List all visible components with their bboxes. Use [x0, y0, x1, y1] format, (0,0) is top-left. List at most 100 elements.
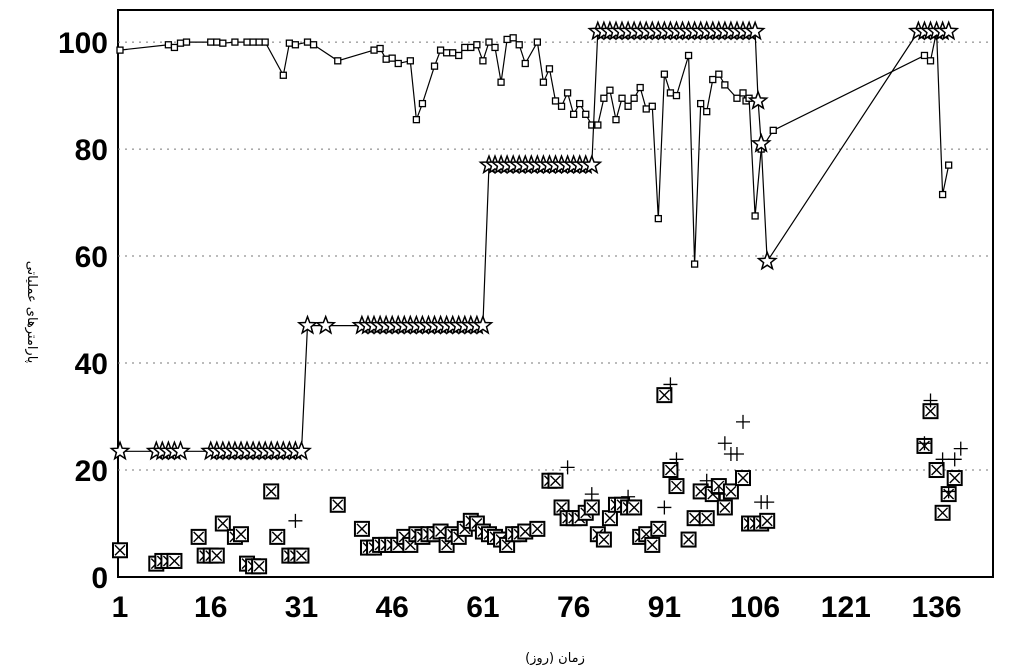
data-point [584, 487, 599, 502]
plot-frame [117, 9, 994, 578]
x-tick-labels: 1 16 31 46 61 76 91 106 121 136 [112, 591, 962, 624]
data-point-cross [646, 539, 658, 551]
data-point [293, 547, 310, 564]
data-point [756, 250, 778, 271]
data-point [663, 377, 678, 392]
data-point [279, 71, 287, 79]
data-point [214, 515, 231, 532]
data-point [953, 441, 968, 456]
data-point [394, 59, 402, 68]
data-point [636, 83, 644, 92]
data-point [699, 473, 714, 488]
data-point [231, 38, 239, 46]
data-point [243, 38, 251, 46]
data-point [612, 116, 620, 124]
x-tick-label: 106 [730, 591, 780, 624]
data-point-cross [658, 389, 670, 401]
data-point [735, 470, 752, 487]
data-point [315, 314, 337, 335]
data-point [715, 70, 723, 78]
data-point [485, 38, 493, 46]
data-point-cross [265, 485, 277, 497]
data-point-cross [356, 523, 368, 535]
y-tick-label: 0 [91, 562, 108, 595]
data-point-cross [271, 531, 283, 543]
data-point [472, 314, 494, 335]
data-point-cross [114, 544, 126, 556]
data-point-cross [604, 512, 616, 524]
data-point [116, 46, 124, 54]
data-point-cross [937, 507, 949, 519]
data-point [744, 20, 766, 41]
data-point [662, 462, 679, 479]
data-point [750, 132, 772, 153]
data-point [606, 86, 614, 94]
data-point [733, 94, 741, 102]
data-point [680, 531, 697, 548]
data-point [668, 478, 685, 495]
data-point [497, 78, 505, 86]
data-point [545, 65, 554, 73]
y-tick-label: 100 [58, 27, 108, 60]
data-point [928, 462, 945, 479]
data-point [560, 460, 575, 475]
y-tick-label: 80 [75, 134, 108, 167]
data-point [729, 446, 744, 461]
data-point [232, 526, 249, 543]
x-axis-title: زمان (روز) [525, 651, 585, 666]
data-point-cross [598, 534, 610, 546]
data-point [618, 94, 626, 102]
data-point [436, 46, 445, 54]
x-tick-label: 46 [376, 591, 409, 624]
data-point-cross [664, 464, 676, 476]
data-point [169, 440, 191, 461]
data-point [760, 495, 775, 510]
data-point [166, 552, 183, 569]
data-point-cross [925, 405, 937, 417]
data-point [769, 126, 777, 135]
data-point [430, 62, 439, 70]
data-point [334, 57, 342, 65]
data-point [353, 520, 370, 537]
y-tick-label: 60 [75, 241, 108, 274]
x-tick-label: 16 [194, 591, 227, 624]
data-point [251, 558, 268, 575]
data-point [109, 440, 131, 461]
data-point [654, 214, 662, 223]
data-point [539, 78, 548, 86]
data-point [650, 520, 667, 537]
data-point [164, 41, 173, 49]
data-point-cross [689, 512, 701, 524]
data-point-cross [295, 550, 307, 562]
data-point-cross [531, 523, 543, 535]
data-point [648, 102, 656, 110]
data-point [515, 41, 523, 49]
data-point-cross [253, 560, 265, 572]
data-point [291, 41, 300, 49]
data-point [517, 523, 534, 540]
x-tick-label: 31 [285, 591, 318, 624]
data-point [261, 38, 269, 46]
data-point [657, 500, 672, 515]
data-point [923, 393, 938, 408]
data-point [473, 41, 481, 49]
data-point [529, 520, 546, 537]
x-tick-label: 136 [912, 591, 962, 624]
x-tick-label: 121 [821, 591, 871, 624]
series-line [120, 30, 949, 452]
data-point [255, 38, 263, 46]
data-point-cross [628, 501, 640, 513]
data-point [736, 414, 751, 429]
data-point [190, 528, 207, 545]
data-point [563, 89, 572, 97]
data-point-cross [217, 518, 229, 530]
data-point [263, 483, 280, 500]
data-point [557, 102, 566, 110]
data-point [521, 59, 529, 68]
data-point [690, 260, 699, 268]
data-point [269, 528, 286, 545]
data-point [449, 49, 457, 57]
data-point [207, 38, 215, 46]
data-point [920, 51, 929, 60]
data-point-cross [737, 472, 749, 484]
